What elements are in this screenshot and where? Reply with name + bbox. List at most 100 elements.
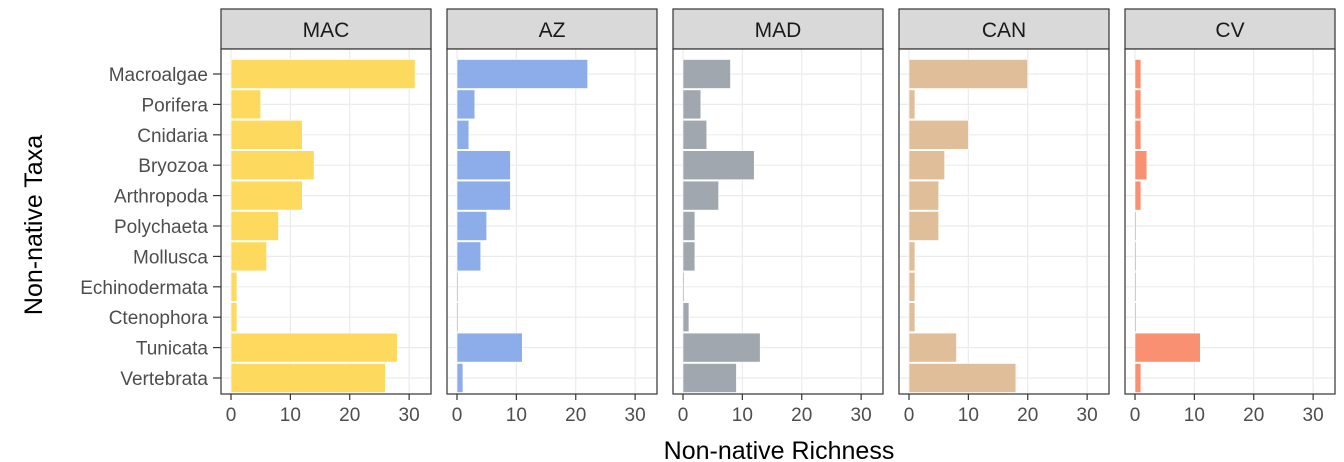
panel-mac: MAC 0 10 20 30 [220, 8, 432, 426]
facet-strip [672, 8, 884, 50]
x-tick-label: 0 [226, 405, 237, 426]
facet-title: CV [1215, 19, 1244, 42]
bar [456, 302, 459, 333]
x-tick-label: 0 [452, 405, 463, 426]
bar [456, 180, 511, 211]
bar [1134, 211, 1137, 241]
bar [456, 241, 482, 272]
bar [230, 59, 416, 89]
bar [682, 271, 685, 302]
bar [456, 271, 459, 302]
bar [682, 241, 696, 272]
bar [908, 120, 969, 150]
y-tick-label: Bryozoa [138, 156, 208, 177]
y-tick-label: Arthropoda [114, 187, 208, 208]
x-tick-label: 30 [625, 405, 646, 426]
bar [230, 211, 279, 241]
bar [230, 241, 267, 272]
x-tick-label: 10 [280, 405, 301, 426]
y-axis-title: Non-native Taxa [20, 135, 48, 315]
bar [908, 180, 939, 211]
panel-border [1124, 48, 1336, 395]
bar [230, 332, 398, 363]
x-axis-title: Non-native Richness [664, 437, 895, 462]
bar [682, 363, 737, 393]
bar [1134, 120, 1142, 150]
x-tick-label: 0 [678, 405, 689, 426]
bar [1134, 302, 1137, 333]
bar [1134, 180, 1142, 211]
bar [456, 59, 588, 89]
bar [682, 120, 708, 150]
x-tick-label: 20 [339, 405, 360, 426]
bar [456, 120, 470, 150]
bar [908, 363, 1017, 393]
bar [682, 150, 755, 180]
y-tick-label: Ctenophora [109, 308, 209, 329]
bar [456, 332, 523, 363]
bar [456, 150, 511, 180]
bar [1134, 59, 1142, 89]
panel-mad: MAD 0 10 20 30 [672, 8, 884, 426]
x-tick-label: 10 [506, 405, 527, 426]
bar [456, 89, 476, 120]
y-tick-label: Macroalgae [109, 65, 208, 86]
bar [1134, 332, 1201, 363]
bar [456, 363, 464, 393]
bar [682, 302, 690, 333]
x-tick-label: 10 [1184, 405, 1205, 426]
x-tick-label: 30 [1303, 405, 1324, 426]
bar [908, 150, 945, 180]
bar [908, 59, 1029, 89]
bar [908, 241, 916, 272]
facet-strip [446, 8, 658, 50]
y-tick-label: Tunicata [136, 339, 209, 360]
panel-border [220, 48, 432, 395]
bar [230, 150, 315, 180]
x-tick-label: 10 [732, 405, 753, 426]
y-category-labels: Macroalgae Porifera Cnidaria Bryozoa Arthrop… [80, 65, 221, 390]
y-tick-label: Vertebrata [120, 369, 208, 390]
x-tick-label: 30 [1077, 405, 1098, 426]
facet-title: MAD [755, 19, 802, 42]
x-tick-label: 20 [1017, 405, 1038, 426]
x-tick-label: 0 [904, 405, 915, 426]
bar [682, 89, 702, 120]
panel-can: CAN 0 10 20 30 [898, 8, 1110, 426]
bar [456, 211, 487, 241]
bar [1134, 241, 1137, 272]
panel-az: AZ 0 10 20 30 [446, 8, 658, 426]
bar [908, 302, 916, 333]
x-tick-label: 20 [565, 405, 586, 426]
bar [230, 302, 238, 333]
x-tick-label: 10 [958, 405, 979, 426]
bar [682, 332, 761, 363]
x-tick-label: 0 [1130, 405, 1141, 426]
bar [230, 89, 261, 120]
bar [1134, 271, 1137, 302]
bar [908, 332, 957, 363]
facet-title: AZ [539, 19, 566, 42]
x-tick-label: 20 [1243, 405, 1264, 426]
bar [230, 271, 238, 302]
panel-cv: CV 0 10 20 30 [1124, 8, 1336, 426]
bar [908, 271, 916, 302]
facet-title: CAN [982, 19, 1026, 42]
panel-border [898, 48, 1110, 395]
bar [1134, 363, 1142, 393]
bar [230, 180, 303, 211]
bar [908, 211, 939, 241]
y-tick-label: Echinodermata [80, 278, 208, 299]
y-tick-label: Cnidaria [137, 126, 208, 147]
bar [230, 120, 303, 150]
bar [682, 180, 719, 211]
facet-strip [1124, 8, 1336, 50]
facet-strip [220, 8, 432, 50]
y-tick-label: Polychaeta [114, 217, 208, 238]
bar [230, 363, 386, 393]
bar [682, 59, 731, 89]
x-tick-label: 30 [851, 405, 872, 426]
bar [1134, 150, 1148, 180]
